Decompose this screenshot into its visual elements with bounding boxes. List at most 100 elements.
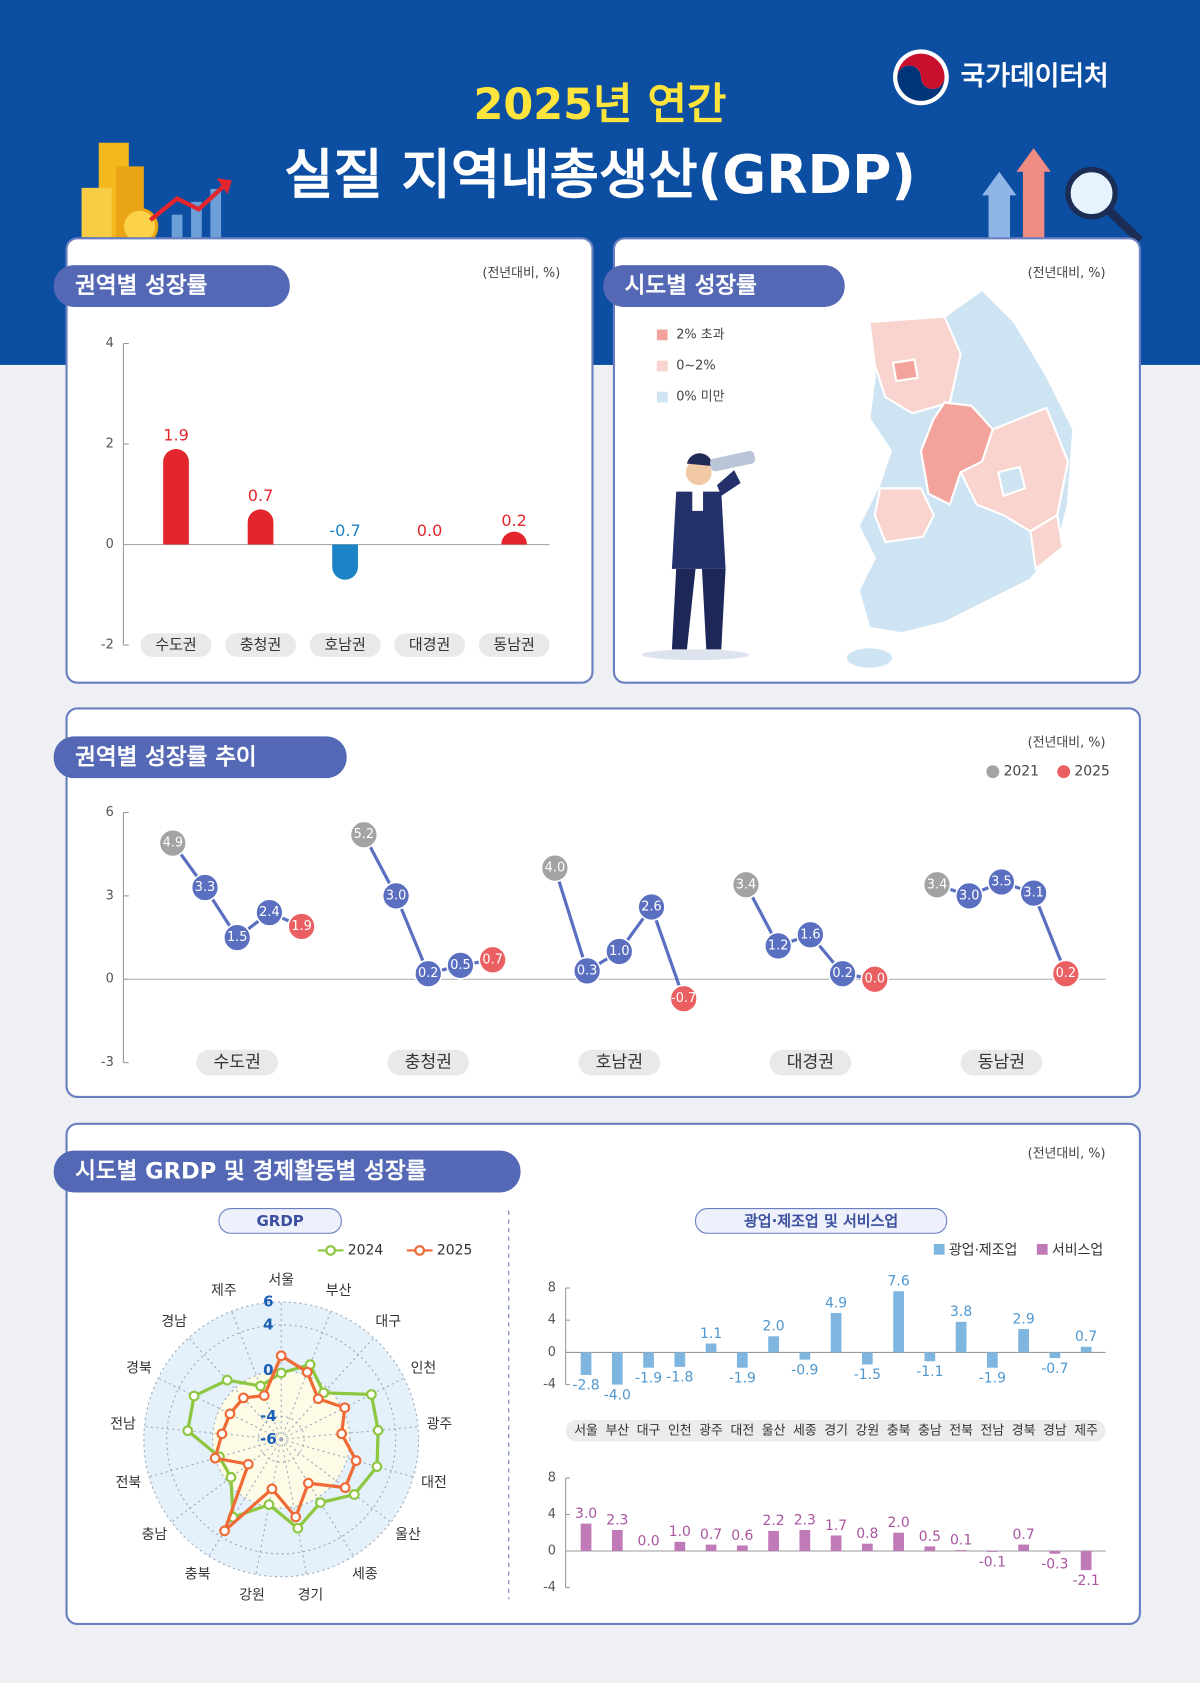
point [987, 867, 1016, 897]
spoke [280, 1439, 307, 1575]
spoke [280, 1337, 375, 1440]
title-pill [603, 265, 845, 307]
radar-line [185, 1362, 380, 1531]
value-label: 4.9 [825, 1295, 847, 1311]
bar [924, 1352, 936, 1362]
spoke [231, 1311, 282, 1440]
bar [643, 1352, 654, 1368]
x-tick-label: 충청권 [405, 1053, 452, 1073]
x-tick-label: 동남권 [493, 636, 534, 654]
value-label: 0.2 [501, 511, 527, 530]
value-label: 1.2 [768, 938, 788, 953]
bar [893, 1291, 904, 1353]
x-tick-label: 경기 [824, 1423, 848, 1438]
point [605, 937, 634, 966]
bar [1049, 1352, 1061, 1359]
point [266, 1483, 278, 1495]
point [287, 912, 316, 941]
panel-title: 시도별 GRDP 및 경제활동별 성장률 [75, 1159, 426, 1185]
x-tick-label: 경북 [1012, 1423, 1036, 1438]
value-label: -0.7 [671, 991, 696, 1006]
value-label: 2.3 [794, 1512, 816, 1528]
point [572, 956, 602, 986]
legend-label: 서비스업 [1052, 1242, 1103, 1258]
y-tick-label: 2 [106, 437, 114, 452]
value-label: 5.2 [354, 827, 374, 842]
arrows-decoration [982, 148, 1143, 244]
legend-label: 0~2% [676, 359, 715, 374]
category-label: 광주 [427, 1417, 453, 1433]
bar [768, 1336, 779, 1353]
bar [987, 1352, 998, 1368]
category-pill [309, 633, 381, 657]
bar [955, 1321, 967, 1353]
panel-title: 권역별 성장률 추이 [75, 744, 257, 770]
x-tick-label: 충청권 [240, 636, 281, 654]
point [290, 1511, 302, 1523]
grid-ring [166, 1324, 397, 1555]
unit-label: (전년대비, %) [482, 266, 560, 281]
category-label: 대구 [375, 1314, 401, 1330]
value-label: 3.0 [386, 888, 406, 903]
value-label: 0.0 [417, 521, 443, 540]
legend-marker [986, 765, 1000, 779]
category-label: 서울 [268, 1272, 294, 1288]
value-label: -2.8 [572, 1378, 599, 1394]
value-label: 2.0 [888, 1515, 910, 1531]
category-pill [140, 633, 212, 657]
y-tick-label: -3 [101, 1055, 114, 1070]
value-label: 1.5 [227, 930, 247, 945]
y-tick-label: 0 [106, 537, 114, 552]
value-label: 0.8 [856, 1526, 878, 1542]
y-tick-label: -4 [543, 1580, 556, 1595]
y-tick-label: -4 [260, 1407, 277, 1425]
value-label: -0.3 [1041, 1556, 1068, 1572]
value-label: 0.7 [1013, 1527, 1035, 1543]
bar [1018, 1544, 1029, 1551]
x-tick-label: 대경권 [409, 636, 450, 654]
point [478, 945, 507, 975]
x-tick-label: 대경권 [787, 1053, 834, 1073]
bar [861, 1543, 873, 1551]
legend-swatch [933, 1244, 945, 1255]
point [339, 1482, 351, 1494]
value-label: 0.5 [450, 958, 470, 973]
value-label: 0.6 [731, 1528, 753, 1544]
y-tick-label: 8 [548, 1470, 556, 1485]
value-label: -1.9 [635, 1370, 662, 1386]
legend-marker [1057, 765, 1071, 779]
bar [611, 1352, 623, 1385]
x-tick-label: 부산 [605, 1423, 629, 1438]
logo: 국가데이터처 [893, 49, 1109, 106]
point [540, 853, 570, 883]
value-label: 1.1 [700, 1326, 722, 1342]
y-tick-label: 0 [548, 1345, 556, 1360]
point [339, 1402, 351, 1414]
value-label: 1.9 [163, 426, 189, 445]
y-tick-label: 4 [263, 1315, 273, 1333]
x-tick-label: 호남권 [596, 1053, 643, 1073]
value-label: 2.6 [641, 899, 661, 914]
legend-label: 0% 미만 [676, 390, 724, 405]
category-label: 충남 [142, 1527, 168, 1543]
title-pill [53, 265, 290, 307]
category-label: 전북 [116, 1475, 142, 1491]
legend-label: 2% 초과 [676, 327, 724, 342]
x-tick-label: 인천 [668, 1423, 692, 1438]
category-pill [769, 1049, 852, 1076]
value-label: -2.1 [1073, 1573, 1100, 1589]
bar [799, 1529, 811, 1551]
x-tick-label: 동남권 [978, 1053, 1025, 1073]
point [637, 892, 666, 922]
map [844, 288, 1075, 670]
x-tick-label: 제주 [1074, 1423, 1098, 1438]
y-tick-label: 6 [263, 1292, 273, 1310]
bar [893, 1532, 904, 1551]
value-label: 0.5 [919, 1529, 941, 1545]
point [922, 870, 952, 899]
x-tick-label: 전남 [981, 1423, 1005, 1438]
point [255, 1380, 266, 1392]
point [763, 931, 793, 961]
point [348, 1489, 360, 1500]
bar [705, 1343, 717, 1353]
